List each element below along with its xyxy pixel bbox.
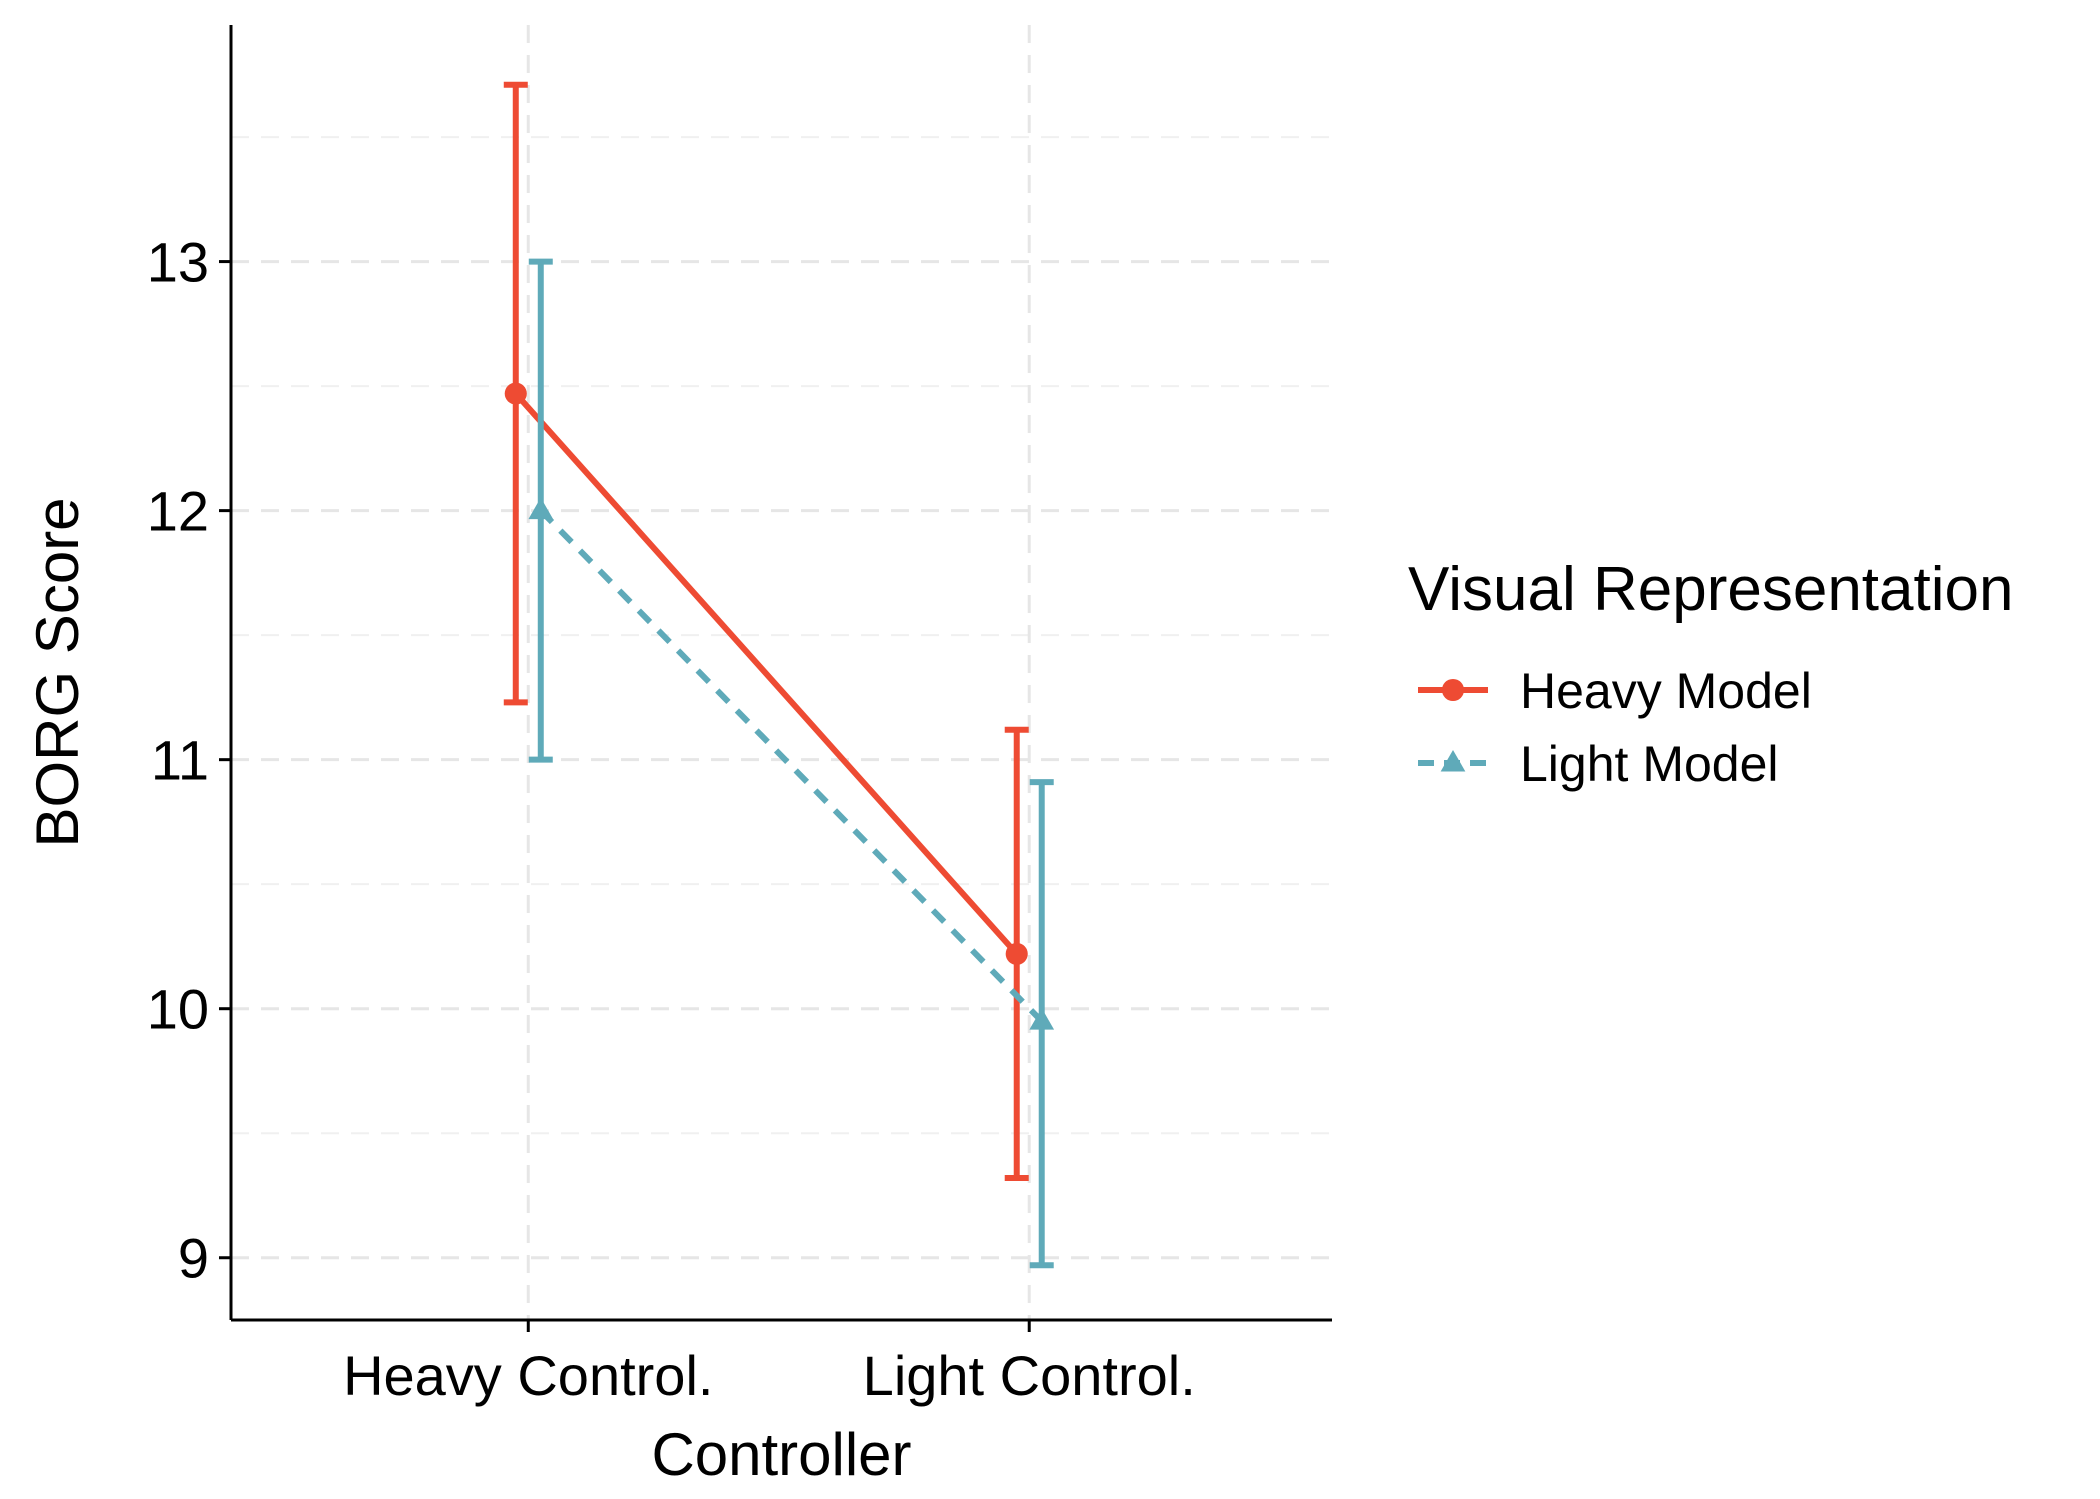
legend-label: Light Model [1520,736,1779,792]
axes [229,25,1332,1322]
y-tick-label: 11 [151,729,209,792]
data-point-triangle [528,497,554,520]
legend-title: Visual Representation [1408,555,2013,624]
legend: Visual Representation Heavy Model Light M… [1408,555,2013,792]
x-tick-label: Heavy Control. [343,1344,713,1407]
series-line [538,508,1044,1024]
y-tick-label: 12 [147,480,209,543]
y-tick-label: 10 [147,978,209,1041]
data-point-circle [1005,942,1028,965]
data-point-triangle [1440,750,1466,772]
y-tick-label: 9 [178,1227,209,1290]
x-axis-title: Controller [651,1421,911,1488]
series [503,81,1055,1269]
legend-item: Light Model [1418,736,1779,792]
data-point-circle [1441,678,1465,702]
legend-label: Heavy Model [1520,663,1812,719]
series-heavy-model [503,81,1029,1182]
data-point-triangle [1029,1008,1055,1030]
series-line [513,391,1019,956]
grid [231,25,1332,1320]
legend-item: Heavy Model [1418,663,1812,719]
series-light-model [528,258,1055,1269]
x-tick-label: Light Control. [863,1344,1196,1407]
ticks: 9 10 11 12 13 Heavy Control. Light Control. [147,231,1196,1407]
y-axis-title: BORG Score [24,497,91,847]
y-tick-label: 13 [147,231,209,294]
data-point-circle [504,382,527,405]
